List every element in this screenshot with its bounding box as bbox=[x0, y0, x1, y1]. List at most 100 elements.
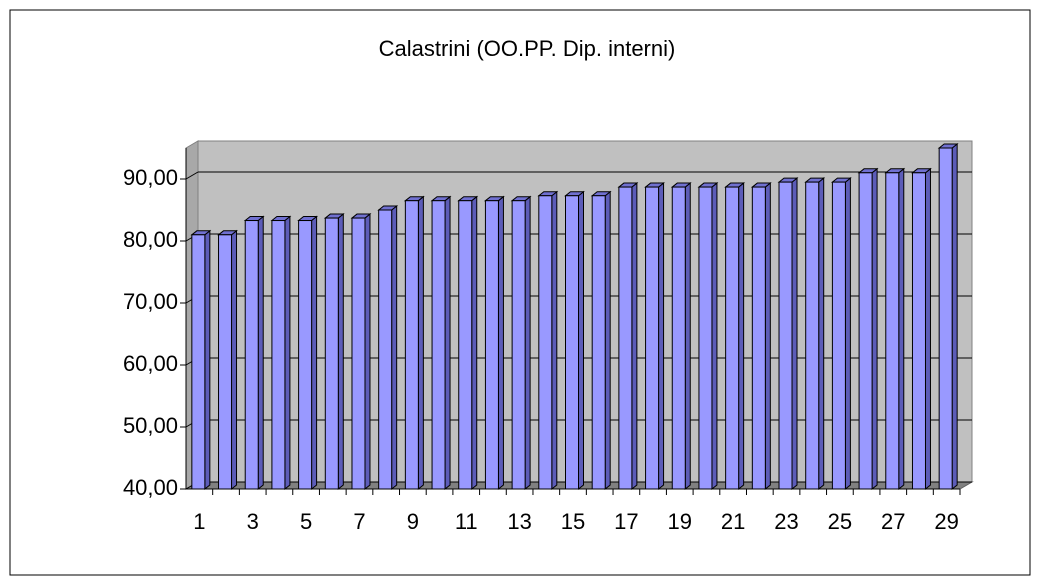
bar-front bbox=[484, 200, 499, 490]
x-tick-label: 9 bbox=[407, 509, 419, 534]
x-tick-label: 11 bbox=[455, 509, 478, 534]
x-tick-label: 27 bbox=[881, 509, 905, 534]
bar-side bbox=[524, 195, 531, 491]
bar-front bbox=[271, 220, 286, 490]
bar-side bbox=[951, 142, 958, 491]
bar-front bbox=[938, 147, 953, 490]
bar-front bbox=[218, 234, 233, 490]
bar bbox=[297, 215, 319, 491]
grid-line-side bbox=[185, 171, 199, 180]
bar bbox=[884, 167, 906, 491]
bar-front bbox=[805, 181, 820, 490]
bar bbox=[350, 213, 372, 491]
bar bbox=[537, 190, 559, 491]
bar bbox=[270, 215, 292, 491]
bar-side bbox=[337, 213, 344, 491]
bar-side bbox=[818, 177, 825, 491]
bar-front bbox=[911, 172, 926, 490]
bar bbox=[697, 182, 719, 491]
bar-side bbox=[257, 215, 264, 491]
bar-front bbox=[858, 172, 873, 490]
x-tick-label: 5 bbox=[300, 509, 312, 534]
x-tick-label: 7 bbox=[353, 509, 365, 534]
chart-title: Calastrini (OO.PP. Dip. interni) bbox=[379, 36, 676, 61]
bar-front bbox=[645, 186, 660, 490]
bar bbox=[430, 195, 452, 491]
bar-front bbox=[191, 234, 206, 490]
bar-front bbox=[885, 172, 900, 490]
bar-side bbox=[497, 195, 504, 491]
bar-front bbox=[671, 186, 686, 490]
bar-side bbox=[871, 167, 878, 491]
bar-side bbox=[898, 167, 905, 491]
bar bbox=[190, 229, 212, 491]
bar-front bbox=[591, 195, 606, 490]
bar bbox=[857, 167, 879, 491]
bar-front bbox=[404, 200, 419, 490]
bar-side bbox=[631, 182, 638, 491]
bar-side bbox=[844, 177, 851, 491]
x-tick-label: 21 bbox=[721, 509, 745, 534]
x-tick-label: 1 bbox=[193, 509, 205, 534]
bar bbox=[590, 190, 612, 491]
bar bbox=[617, 182, 639, 491]
bar-side bbox=[684, 182, 691, 491]
bar bbox=[937, 142, 959, 491]
bar-front bbox=[831, 181, 846, 490]
y-tick-label: 50,00 bbox=[123, 413, 178, 438]
x-tick-label: 19 bbox=[668, 509, 692, 534]
y-tick-label: 40,00 bbox=[123, 475, 178, 500]
bar-front bbox=[725, 186, 740, 490]
bar bbox=[777, 177, 799, 491]
bar bbox=[323, 213, 345, 491]
bar bbox=[804, 177, 826, 491]
bar-front bbox=[458, 200, 473, 490]
bar bbox=[510, 195, 532, 491]
bar-side bbox=[311, 215, 318, 491]
y-tick-label: 90,00 bbox=[123, 165, 178, 190]
x-tick-label: 23 bbox=[774, 509, 798, 534]
bar-side bbox=[578, 190, 584, 491]
bar bbox=[484, 195, 505, 491]
bar bbox=[724, 182, 746, 491]
x-tick-label: 17 bbox=[614, 509, 638, 534]
bar-side bbox=[551, 190, 558, 491]
bar-side bbox=[364, 213, 371, 491]
bar bbox=[403, 195, 425, 491]
bar-front bbox=[511, 200, 526, 490]
bar-side bbox=[658, 182, 665, 491]
bar-side bbox=[284, 215, 291, 491]
bar bbox=[644, 182, 665, 491]
x-tick-label: 15 bbox=[561, 509, 585, 534]
bar bbox=[377, 204, 399, 491]
bar-front bbox=[618, 186, 633, 490]
bar-front bbox=[431, 200, 446, 490]
bar-side bbox=[204, 229, 211, 491]
bar-front bbox=[538, 195, 553, 490]
bar-side bbox=[471, 195, 478, 491]
bar-side bbox=[711, 182, 718, 491]
bar-front bbox=[378, 209, 393, 490]
y-tick-label: 80,00 bbox=[123, 227, 178, 252]
bar-front bbox=[698, 186, 713, 490]
x-tick-label: 3 bbox=[247, 509, 259, 534]
bar-front bbox=[324, 217, 339, 490]
bar-side bbox=[391, 204, 398, 491]
bar-side bbox=[417, 195, 424, 491]
bar-side bbox=[604, 190, 611, 491]
bar bbox=[457, 195, 479, 491]
bar-front bbox=[244, 220, 259, 490]
bar bbox=[750, 182, 772, 491]
bar bbox=[564, 190, 585, 491]
x-tick-label: 25 bbox=[828, 509, 852, 534]
bar bbox=[243, 215, 265, 491]
x-tick-label: 29 bbox=[934, 509, 958, 534]
y-tick-label: 60,00 bbox=[123, 351, 178, 376]
x-tick-label: 13 bbox=[507, 509, 531, 534]
bar-front bbox=[565, 195, 579, 490]
bar bbox=[830, 177, 852, 491]
bar-front bbox=[778, 181, 793, 490]
bar-side bbox=[791, 177, 798, 491]
bar-side bbox=[738, 182, 745, 491]
